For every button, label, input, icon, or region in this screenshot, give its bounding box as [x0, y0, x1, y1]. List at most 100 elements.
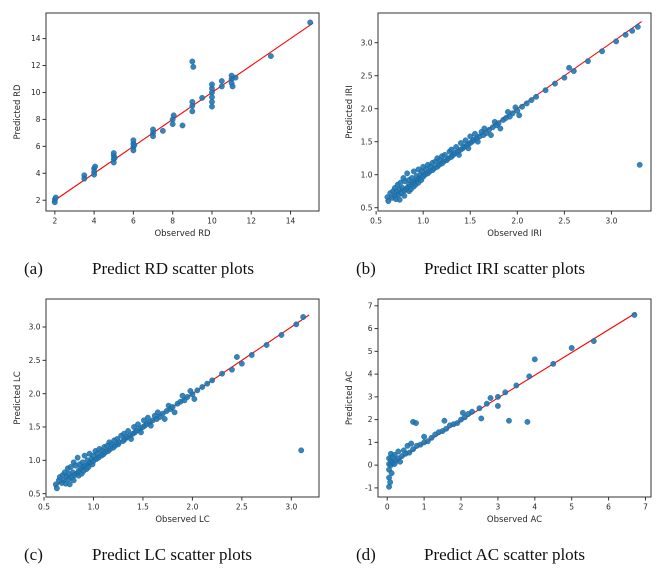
scatter-point: [561, 74, 568, 81]
y-tick-label: 12: [31, 61, 41, 70]
y-tick-label: 2: [368, 415, 373, 424]
scatter-point: [189, 103, 196, 109]
scatter-point: [570, 68, 577, 74]
x-tick-label: 3.0: [285, 503, 297, 512]
scatter-point: [91, 171, 98, 178]
figure-panel-ac: 0 1 2 3 4 5 6 7 -1 0 1 2 3 4 5 6 7 Observed AC Predicted A…: [340, 292, 660, 532]
scatter-point: [278, 332, 285, 338]
scatter-point: [179, 122, 186, 129]
caption-label-d: (d): [356, 545, 376, 564]
caption-text-b: Predict IRI scatter plots: [424, 259, 585, 278]
scatter-point: [533, 93, 540, 100]
scatter-point: [474, 138, 481, 145]
y-tick-label: 1.0: [361, 170, 373, 179]
y-tick-label: 1.0: [29, 456, 41, 465]
scatter-point: [636, 161, 643, 168]
scatter-point: [128, 436, 134, 442]
scatter-point: [81, 175, 88, 182]
y-tick-label: 2.0: [29, 389, 41, 398]
figure-panel-rd: 2 4 6 8 10 12 14 2 4 6 8 10 12 14 Observed RD Predicted…: [8, 6, 328, 246]
scatter-point: [568, 345, 575, 351]
x-tick-label: 1.0: [417, 217, 429, 226]
x-tick-label: 3: [496, 503, 501, 512]
y-axis-label: Predicted RD: [13, 84, 23, 140]
scatter-point: [218, 78, 225, 84]
scatter-point: [401, 192, 408, 199]
y-tick-label: 0.5: [29, 489, 41, 498]
y-tick-label: 2: [36, 196, 41, 205]
scatter-point: [467, 133, 474, 140]
scatter-point: [428, 434, 435, 441]
scatter-point: [519, 103, 525, 110]
scatter-point: [396, 196, 403, 203]
y-tick-label: 3.0: [361, 38, 373, 47]
scatter-point: [53, 485, 60, 492]
x-tick-label: 7: [643, 503, 648, 512]
scatter-point: [454, 420, 461, 426]
scatter-point: [469, 408, 475, 415]
caption-iri: (b) Predict IRI scatter plots: [340, 246, 660, 292]
y-tick-label: 7: [368, 301, 373, 310]
scatter-point: [199, 94, 206, 101]
y-tick-label: 6: [368, 324, 373, 333]
scatter-point: [550, 360, 557, 367]
fit-line: [51, 22, 314, 203]
scatter-point: [138, 429, 144, 436]
y-tick-label: 3.0: [29, 323, 41, 332]
scatter-point: [170, 112, 177, 119]
x-tick-label: 2.0: [511, 217, 523, 226]
scatter-chart-lc: 0.5 1.0 1.5 2.0 2.5 3.0 0.5 1.0 1.5 2.0 2.5 3.0 Obse…: [13, 298, 320, 525]
x-tick-label: 0.5: [38, 503, 50, 512]
caption-label-b: (b): [356, 259, 376, 278]
y-tick-label: 4: [368, 370, 373, 379]
scatter-point: [629, 27, 636, 34]
scatter-chart-rd: 2 4 6 8 10 12 14 2 4 6 8 10 12 14 Observed RD Predicted…: [13, 12, 320, 239]
caption-text-a: Predict RD scatter plots: [92, 259, 254, 278]
scatter-point: [410, 446, 416, 453]
scatter-point: [523, 100, 530, 107]
x-tick-label: 2.0: [186, 503, 198, 512]
scatter-point: [585, 58, 591, 65]
scatter-point: [476, 405, 483, 412]
y-tick-label: 3: [368, 392, 373, 401]
x-tick-label: 1: [422, 503, 427, 512]
y-tick-label: 2.5: [361, 71, 373, 80]
scatter-point: [531, 356, 538, 363]
scatter-point: [465, 145, 472, 152]
scatter-point: [209, 377, 216, 384]
x-tick-label: 4: [532, 503, 537, 512]
scatter-point: [263, 342, 270, 348]
x-tick-label: 1.0: [88, 503, 100, 512]
scatter-point: [169, 121, 176, 128]
scatter-point: [92, 163, 99, 170]
x-tick-label: 0.5: [370, 217, 382, 226]
scatter-point: [631, 312, 638, 318]
x-axis-label: Observed AC: [487, 515, 542, 525]
y-tick-label: 0.5: [361, 203, 373, 212]
plot-border: [45, 298, 320, 498]
scatter-point: [248, 352, 255, 358]
scatter-point: [110, 159, 117, 166]
y-tick-label: 1.5: [361, 137, 373, 146]
y-tick-label: 5: [368, 347, 373, 356]
scatter-point: [457, 140, 464, 146]
x-tick-label: 2: [52, 217, 57, 226]
scatter-point: [506, 417, 512, 424]
scatter-point: [150, 133, 156, 140]
scatter-point: [130, 147, 137, 154]
scatter-point: [502, 389, 509, 396]
figure-panel-lc: 0.5 1.0 1.5 2.0 2.5 3.0 0.5 1.0 1.5 2.0 2.5 3.0 Obse…: [8, 292, 328, 532]
scatter-point: [209, 81, 215, 88]
scatter-point: [66, 481, 73, 488]
scatter-point: [229, 366, 235, 373]
scatter-point: [566, 64, 573, 71]
y-tick-label: 2.0: [361, 104, 373, 113]
scatter-point: [448, 146, 455, 153]
scatter-point: [387, 479, 394, 486]
x-tick-label: 0: [385, 503, 390, 512]
scatter-point: [219, 370, 225, 377]
x-tick-label: 3.0: [605, 217, 617, 226]
scatter-point: [209, 103, 215, 110]
scatter-point: [406, 449, 413, 456]
